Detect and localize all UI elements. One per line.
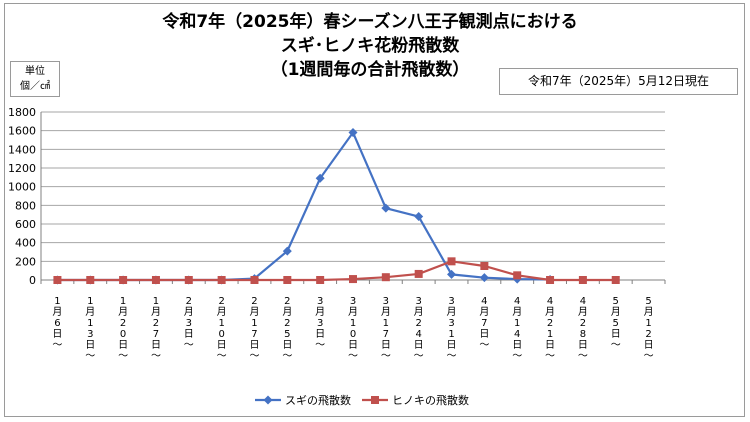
y-tick-label: 1600 [8,125,36,138]
legend-label: スギの飛散数 [285,393,351,407]
data-point [349,275,357,284]
x-tick-label: 4 月 1 4 日～ [512,296,522,362]
y-tick-label: 1000 [8,181,36,194]
unit-value: 個／㎠ [20,81,50,92]
data-point [250,276,259,284]
legend-marker [263,395,273,405]
y-tick-label: 1200 [8,162,36,175]
x-tick-label: 3 月 1 7 日～ [381,296,391,362]
date-note: 令和7年（2025年）5月12日現在 [499,68,738,95]
data-point [184,276,193,284]
data-point [414,212,424,222]
data-point [447,269,457,279]
data-point [480,262,489,270]
x-tick-label: 1 月 1 3 日～ [85,296,95,362]
data-point [546,276,555,284]
x-tick-label: 1 月 2 0 日～ [118,296,128,362]
y-tick-label: 800 [15,199,36,212]
data-point [381,273,390,282]
y-tick-label: 200 [15,255,36,268]
data-point [315,173,325,183]
legend-marker [371,396,379,404]
data-point [86,276,95,284]
x-tick-label: 3 月 3 日～ [315,296,325,351]
data-point [283,276,292,284]
unit-label: 単位 [25,66,45,77]
data-point [611,276,620,284]
y-tick-label: 1800 [8,106,36,119]
series-line-2 [57,260,616,282]
unit-box: 単位 個／㎠ [10,61,60,97]
data-point [348,128,358,138]
x-tick-label: 4 月 2 8 日～ [578,296,588,362]
x-tick-label: 2 月 1 0 日～ [217,296,227,362]
data-point [381,203,391,213]
chart-frame [4,3,745,417]
y-tick-label: 1400 [8,143,36,156]
title-line-2: スギ･ヒノキ花粉飛散数 [280,36,460,56]
chart-title: 令和7年（2025年）春シーズン八王子観測点における スギ･ヒノキ花粉飛散数 （… [60,10,680,82]
x-tick-label: 2 月 1 7 日～ [249,296,259,362]
series-line-1 [57,130,551,282]
x-tick-label: 5 月 5 日～ [611,296,621,351]
y-tick-label: 600 [15,218,36,231]
data-point [217,276,226,284]
data-point [578,276,587,284]
data-point [151,276,160,284]
data-point [479,273,489,283]
x-tick-label: 1 月 6 日～ [52,296,62,351]
x-tick-label: 1 月 2 7 日～ [151,296,161,362]
data-point [447,257,456,266]
data-point [119,276,128,284]
x-tick-label: 3 月 2 4 日～ [414,296,424,362]
x-tick-label: 3 月 3 1 日～ [447,296,457,362]
data-point [414,269,423,278]
x-tick-label: 5 月 1 2 日～ [644,296,654,362]
y-tick-label: 400 [15,237,36,250]
y-tick-label: 0 [29,274,36,287]
x-tick-label: 4 月 7 日～ [479,296,489,351]
data-point [316,276,325,284]
data-point [53,276,62,284]
data-point [282,246,292,256]
title-line-3: （1週間毎の合計飛散数） [270,60,470,80]
legend-label: ヒノキの飛散数 [392,393,469,407]
x-tick-label: 2 月 3 日～ [184,296,194,351]
title-line-1: 令和7年（2025年）春シーズン八王子観測点における [162,12,578,32]
x-tick-label: 4 月 2 1 日～ [545,296,555,362]
x-tick-label: 3 月 1 0 日～ [348,296,358,362]
x-tick-label: 2 月 2 5 日～ [282,296,292,362]
data-point [513,271,522,280]
